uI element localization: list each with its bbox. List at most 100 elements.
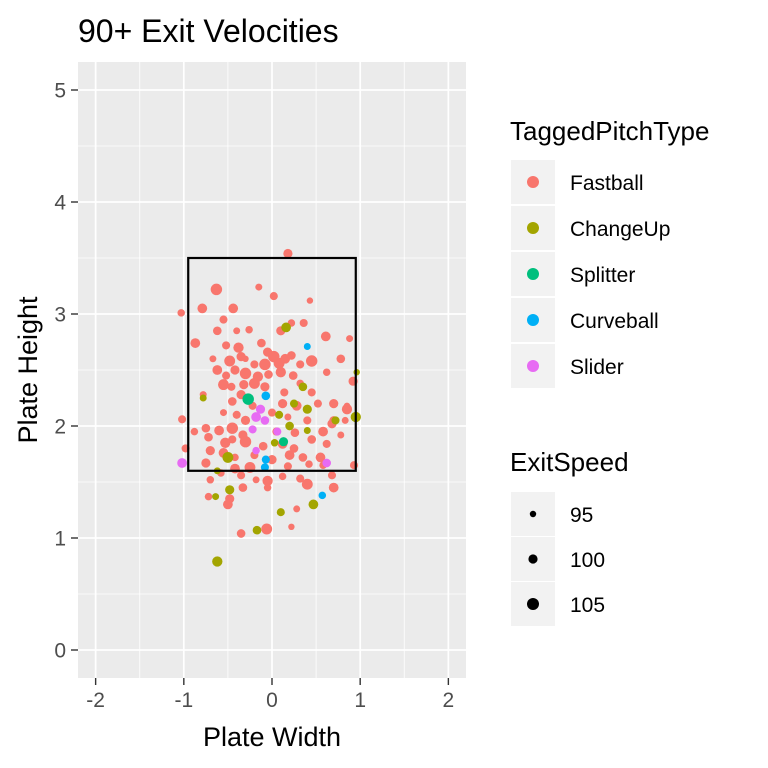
data-point	[212, 326, 222, 336]
data-point	[302, 404, 312, 414]
data-point	[236, 529, 246, 538]
data-point	[230, 463, 240, 474]
data-point	[318, 491, 327, 500]
data-point	[178, 415, 187, 424]
data-point	[212, 365, 223, 375]
y-axis: 0 1 2 3 4 5	[54, 80, 78, 663]
data-point	[204, 432, 213, 442]
data-point	[289, 444, 299, 453]
data-point	[239, 435, 252, 448]
data-point	[190, 427, 199, 436]
data-point	[245, 325, 253, 334]
pitch-type-legend-title: TaggedPitchType	[510, 116, 709, 146]
legend-key-curveball	[527, 314, 539, 326]
legend-key-fastball	[527, 176, 539, 188]
data-point	[220, 409, 227, 417]
data-point	[212, 493, 220, 501]
data-point	[227, 382, 236, 391]
data-point	[177, 458, 187, 468]
data-point	[201, 423, 211, 433]
data-point	[275, 367, 286, 378]
data-point	[278, 437, 289, 447]
data-point	[227, 397, 237, 406]
series-splitter	[242, 393, 289, 447]
data-point	[226, 422, 239, 434]
data-point	[288, 523, 295, 530]
x-tick-label: 1	[354, 689, 366, 712]
data-point	[222, 341, 231, 350]
data-point	[296, 474, 305, 483]
data-point	[260, 416, 270, 425]
data-point	[233, 327, 241, 335]
legend-label-slider: Slider	[570, 356, 624, 379]
data-point	[252, 476, 260, 484]
data-point	[197, 303, 208, 314]
y-tick-label: 3	[54, 304, 66, 327]
data-point	[278, 399, 288, 409]
x-axis-label: Plate Width	[203, 722, 341, 752]
data-point	[259, 358, 271, 371]
data-point	[331, 416, 340, 425]
data-point	[239, 367, 252, 380]
data-point	[346, 335, 354, 343]
y-tick-label: 4	[54, 192, 66, 215]
data-point	[255, 404, 266, 414]
data-point	[273, 427, 282, 436]
pitch-type-legend: TaggedPitchType Fastball ChangeUp Splitter…	[510, 116, 709, 388]
data-point	[303, 343, 311, 350]
data-point	[251, 412, 261, 422]
data-point	[303, 416, 312, 425]
data-point	[305, 460, 313, 468]
data-point	[261, 455, 270, 464]
data-point	[322, 368, 331, 376]
data-point	[269, 292, 278, 301]
data-point	[320, 331, 331, 342]
data-point	[322, 439, 331, 448]
data-point	[303, 427, 311, 434]
y-tick-label: 1	[54, 528, 66, 551]
x-tick-label: 0	[266, 689, 278, 712]
data-point	[219, 315, 228, 324]
data-point	[273, 357, 285, 369]
data-point	[210, 283, 223, 296]
minor-gridlines	[78, 62, 466, 678]
y-tick-label: 5	[54, 80, 66, 103]
data-point	[278, 472, 287, 481]
data-point	[248, 377, 260, 389]
data-point	[341, 416, 349, 424]
data-point	[257, 338, 266, 348]
data-point	[220, 437, 231, 448]
data-point	[290, 428, 300, 438]
legend-size-key	[529, 510, 537, 518]
data-point	[205, 446, 215, 456]
data-point	[284, 413, 292, 421]
data-point	[329, 399, 339, 409]
data-point	[283, 248, 293, 259]
data-point	[298, 453, 308, 462]
data-point	[288, 371, 298, 380]
legend-key-slider	[527, 360, 539, 372]
data-point	[222, 371, 231, 380]
y-axis-label: Plate Height	[13, 296, 43, 444]
x-tick-label: -2	[86, 689, 105, 712]
data-point	[284, 450, 295, 460]
data-point	[177, 309, 185, 317]
data-point	[337, 431, 345, 439]
data-point	[267, 408, 277, 417]
data-point	[263, 483, 272, 492]
data-point	[287, 351, 296, 360]
data-point	[275, 410, 284, 419]
exit-speed-legend-title: ExitSpeed	[510, 447, 629, 477]
data-point	[260, 382, 270, 392]
data-point	[222, 451, 234, 463]
data-point	[267, 455, 277, 465]
data-point	[307, 435, 317, 444]
data-point	[206, 476, 215, 484]
data-point	[285, 421, 294, 431]
legend-label-splitter: Splitter	[570, 264, 635, 287]
legend-key-changeup	[527, 222, 539, 234]
data-point	[307, 388, 316, 397]
strike-zone-box	[187, 256, 357, 472]
y-tick-label: 2	[54, 416, 66, 439]
data-point	[260, 463, 269, 472]
